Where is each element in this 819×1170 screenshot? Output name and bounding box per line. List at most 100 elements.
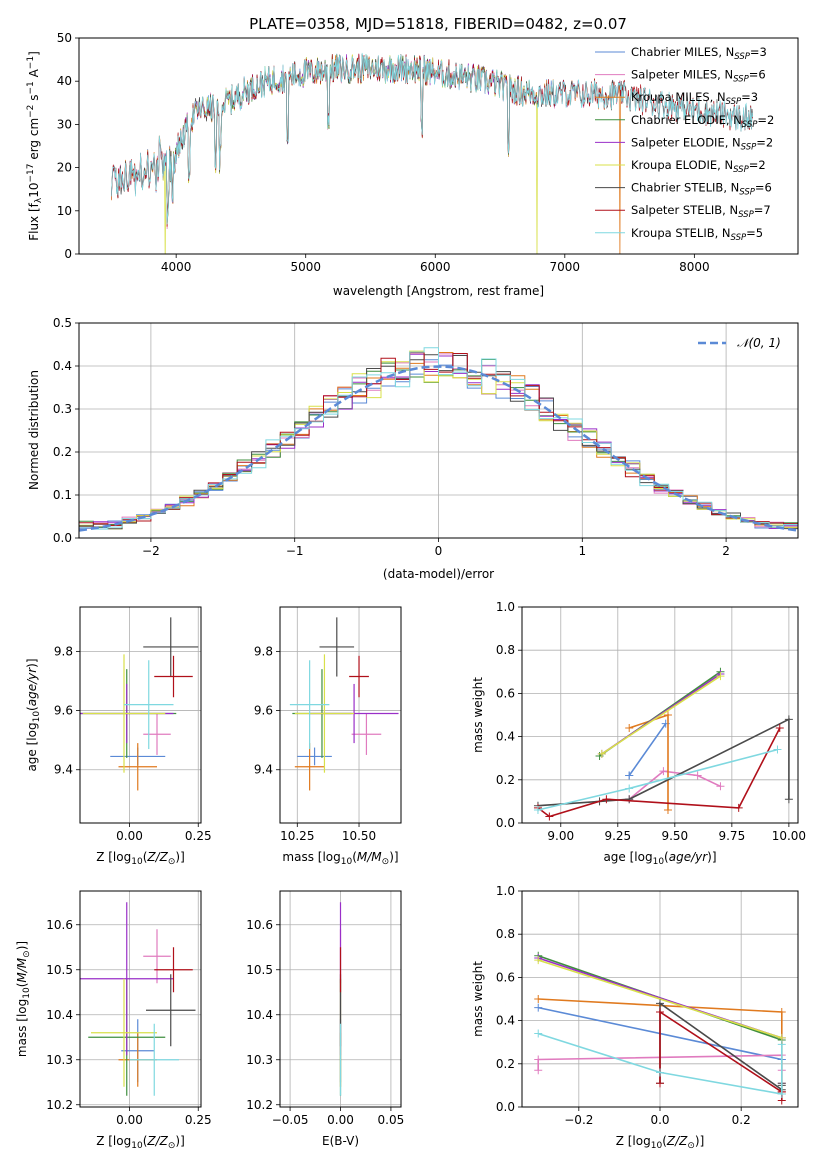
spectrum-line [111,52,754,225]
legend-label: Kroupa ELODIE, NSSP=2 [631,158,766,175]
x-tick-label: 0.00 [327,1113,354,1127]
legend-label: Chabrier STELIB, NSSP=6 [631,181,772,198]
mass_weight_vs_age-plot-area [533,667,793,821]
y-tick-label: 10 [57,204,72,218]
age_vs_mass-plot-area [289,617,399,791]
x-axis-label: Z [log10(Z/Z⊙)] [616,1134,705,1151]
y-tick-label: 1.0 [496,884,515,898]
x-tick-label: 0.00 [116,1113,143,1127]
legend-label: Salpeter STELIB, NSSP=7 [631,203,771,220]
y-tick-label: 0.2 [53,445,72,459]
y-tick-label: 0.5 [53,316,72,330]
y-tick-label: 0.4 [496,1014,515,1028]
mass-weight-marker [663,806,672,815]
mass-weight-marker [545,812,554,821]
y-tick-label: 10.2 [246,1098,273,1112]
y-tick-label: 0.0 [496,1100,515,1114]
legend-label: Salpeter ELODIE, NSSP=2 [631,135,773,152]
x-axis-label: mass [log10(M/M⊙)] [282,850,398,867]
mass-weight-marker [777,1040,786,1049]
x-tick-label: 4000 [161,260,192,274]
y-tick-label: 10.3 [46,1053,73,1067]
mass-weight-marker [534,1066,543,1075]
y-tick-label: 10.4 [46,1008,73,1022]
x-tick-label: 9.50 [661,829,688,843]
mass_weight_vs_age-frame [521,606,799,824]
y-tick-label: 0.8 [496,927,515,941]
x-tick-label: 0.0 [650,1113,669,1127]
mass-weight-marker [602,795,611,804]
y-tick-label: 0.0 [496,816,515,830]
y-tick-label: 9.8 [254,644,273,658]
x-tick-label: 5000 [290,260,321,274]
mass-weight-marker [656,1007,664,1016]
x-tick-label: 0.05 [378,1113,405,1127]
y-tick-label: 40 [57,74,72,88]
y-tick-label: 10.6 [46,918,73,932]
mass-weight-marker [784,795,793,804]
mass-weight-line [537,1032,783,1095]
y-tick-label: 0.0 [53,531,72,545]
mass-weight-marker [716,672,725,681]
x-tick-label: 0.00 [116,829,143,843]
age_vs_Z-axes: 0.00 0.25 9.4 9.6 9.8 [54,607,212,843]
x-tick-label: 8000 [679,260,710,274]
mass-weight-line [659,1001,783,1092]
legend-label: Salpeter MILES, NSSP=6 [631,68,766,85]
x-tick-label: 0.2 [732,1113,751,1127]
y-tick-label: 0 [64,247,72,261]
y-axis-label: mass weight [471,961,485,1037]
y-tick-label: 0.4 [53,359,72,373]
age_vs_Z-plot-area [80,617,199,791]
x-axis-label: Z [log10(Z/Z⊙)] [96,850,185,867]
x-tick-label: −0.2 [564,1113,593,1127]
x-tick-label: 0.25 [185,1113,212,1127]
y-axis-label: Normed distribution [27,370,41,490]
age_vs_mass-frame [279,606,402,824]
residuals-plot-area [79,347,798,538]
x-axis-label: E(B-V) [322,1134,359,1148]
spectrum-plot-area [111,52,754,254]
y-axis-label: age [log10(age/yr)] [25,658,42,771]
legend-label: Chabrier ELODIE, NSSP=2 [631,113,774,130]
x-tick-label: 10.00 [772,829,806,843]
mass-weight-marker [775,723,784,732]
mass-weight-marker [656,1068,664,1077]
y-axis-label: Flux [fλ10−17 erg cm−2 s−1 A−1] [26,51,44,241]
mass_weight_vs_Z-plot-area [534,951,786,1105]
x-tick-label: 6000 [420,260,451,274]
figure-title: PLATE=0358, MJD=51818, FIBERID=0482, z=0… [249,15,627,33]
mass-weight-marker [625,795,634,804]
age_vs_Z-frame [79,606,202,824]
y-axis-label: mass weight [471,677,485,753]
y-tick-label: 9.8 [54,644,73,658]
y-axis-label: mass [log10(M/M⊙)] [15,941,32,1057]
y-tick-label: 0.6 [496,970,515,984]
mass-weight-marker [533,806,542,815]
mass-weight-line [537,959,783,1039]
mass-weight-marker [534,956,543,965]
x-tick-label: 9.00 [547,829,574,843]
mass-weight-marker [534,1029,543,1038]
mass-weight-marker [716,782,725,791]
y-tick-label: 0.8 [496,643,515,657]
residuals-frame [78,322,799,539]
x-tick-label: 0.25 [185,829,212,843]
age_vs_mass-axes: 10.25 10.50 9.4 9.6 9.8 [254,607,401,843]
mass-weight-marker [625,723,634,732]
y-tick-label: 0.2 [496,1057,515,1071]
x-axis-label: Z [log10(Z/Z⊙)] [96,1134,185,1151]
spectrum-line [111,53,754,227]
mass-weight-marker [534,1003,543,1012]
mass_vs_ebv-axes: −0.05 0.00 0.05 10.2 10.3 10.4 10.5 10.6 [246,891,404,1127]
normal-curve [79,365,798,532]
mass_weight_vs_age-axes: 9.00 9.25 9.50 9.75 10.00 0.0 0.2 0.4 0.6 0.8 1.0 [496,600,806,843]
mass_vs_Z-axes: 0.00 0.25 10.2 10.3 10.4 10.5 10.6 [46,891,212,1127]
mass-weight-marker [534,1055,543,1064]
y-tick-label: 9.6 [254,704,273,718]
legend-label: Kroupa MILES, NSSP=3 [631,90,758,107]
legend-label: Kroupa STELIB, NSSP=5 [631,226,763,243]
y-tick-label: 9.4 [254,763,273,777]
legend: 𝒩(0, 1) [698,336,781,350]
